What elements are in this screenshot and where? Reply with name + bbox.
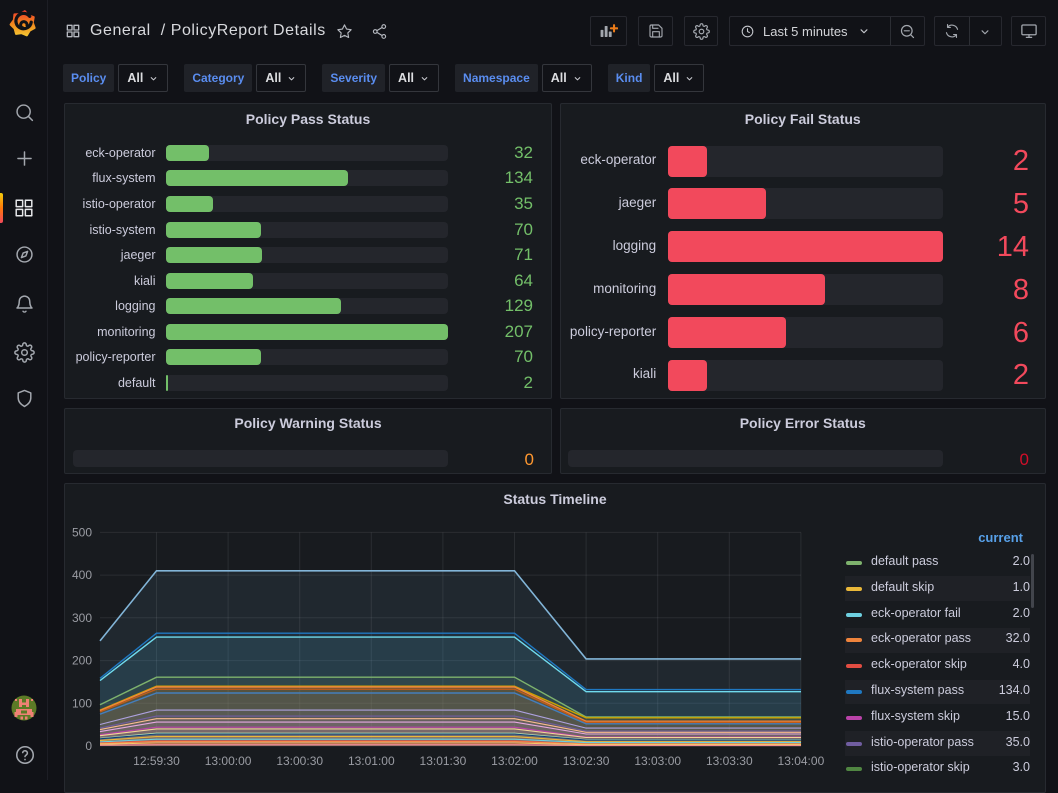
svg-text:13:03:30: 13:03:30 [706,754,753,768]
svg-text:300: 300 [72,611,92,625]
svg-text:13:00:00: 13:00:00 [205,754,252,768]
svg-text:13:00:30: 13:00:30 [276,754,323,768]
svg-text:100: 100 [72,696,92,710]
svg-text:13:04:00: 13:04:00 [778,754,825,768]
svg-text:13:02:00: 13:02:00 [491,754,538,768]
svg-text:12:59:30: 12:59:30 [133,754,180,768]
svg-text:200: 200 [72,654,92,668]
svg-text:13:03:00: 13:03:00 [634,754,681,768]
svg-text:13:01:00: 13:01:00 [348,754,395,768]
svg-text:13:02:30: 13:02:30 [563,754,610,768]
svg-text:0: 0 [85,739,92,753]
svg-text:500: 500 [72,525,92,539]
svg-text:400: 400 [72,568,92,582]
svg-text:13:01:30: 13:01:30 [420,754,467,768]
